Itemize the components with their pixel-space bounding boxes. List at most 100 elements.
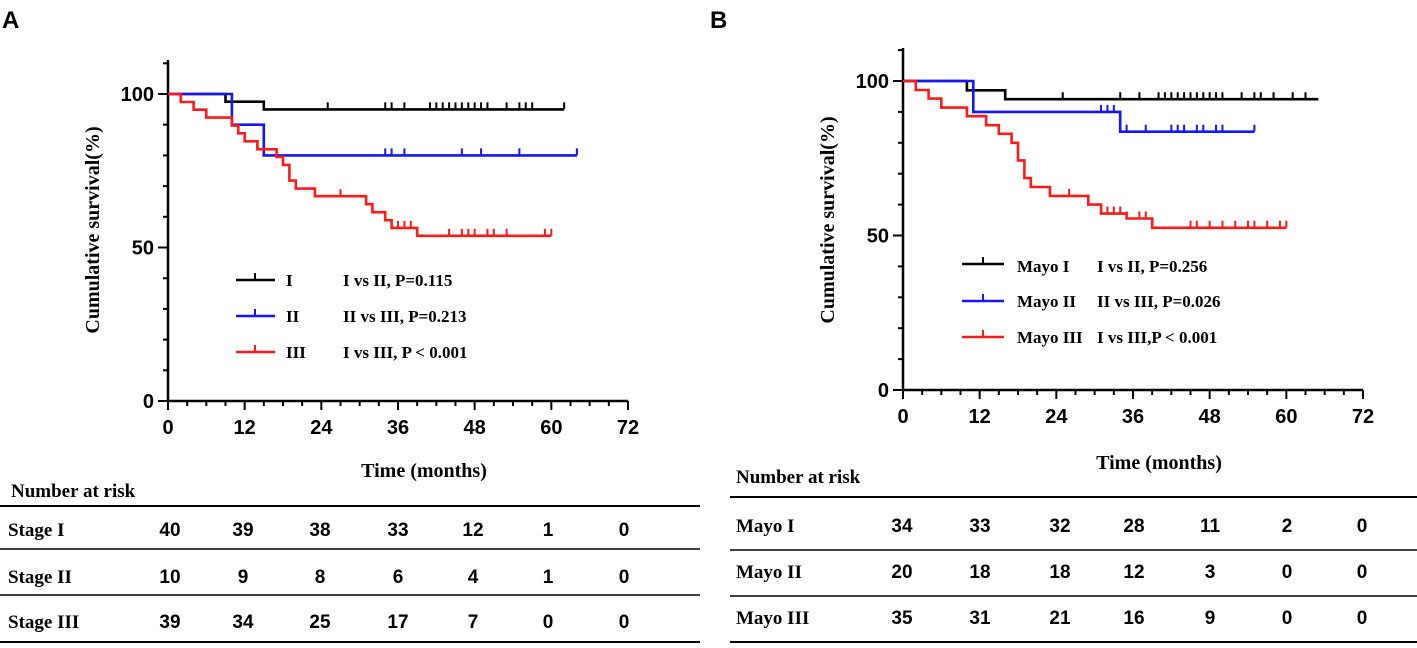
risk-cell: 9: [1205, 608, 1216, 629]
legend-comparison-a-iii: I vs III, P < 0.001: [343, 343, 467, 362]
panel-a-risk-table: Number at risk Stage I 40 39 38 33 12 1 0Stage …: [0, 481, 700, 643]
risk-cell: 12: [462, 520, 483, 541]
panel-letter-a: A: [2, 7, 19, 34]
x-tick-label: 48: [464, 417, 486, 439]
risk-cell: 28: [1123, 516, 1144, 537]
y-tick-label: 100: [856, 71, 889, 93]
risk-cell: 9: [238, 567, 249, 588]
risk-cell: 0: [1357, 562, 1368, 583]
risk-cell: 35: [891, 608, 913, 629]
risk-cell: 16: [1123, 608, 1144, 629]
x-tick-label: 12: [234, 417, 256, 439]
risk-cell: 17: [387, 612, 408, 633]
y-tick-label: 100: [121, 84, 154, 106]
risk-cell: 34: [891, 516, 913, 537]
risk-cell: 39: [159, 612, 180, 633]
x-tick-label: 24: [1045, 406, 1068, 428]
risk-cell: 20: [891, 562, 912, 583]
legend-comparison-a-i: I vs II, P=0.115: [343, 271, 452, 290]
x-tick-label: 0: [162, 417, 173, 439]
risk-cell: 40: [159, 520, 180, 541]
risk-cell: 0: [619, 612, 630, 633]
panel-a-y-axis-title: Cumulative survival(%): [82, 126, 104, 333]
y-tick-label: 50: [867, 226, 889, 248]
panel-a-ticks: 0 50 100 0 12 24 36 48 60 72: [121, 62, 639, 439]
panel-b-y-axis-title: Cumulative survival(%): [817, 116, 839, 323]
legend-label-a-iii: III: [286, 343, 306, 362]
risk-cell: 10: [159, 567, 180, 588]
risk-cell: 11: [1200, 516, 1221, 537]
risk-row-label: Stage II: [8, 567, 72, 588]
risk-cell: 0: [619, 567, 630, 588]
risk-cell: 18: [1049, 562, 1070, 583]
risk-cell: 0: [1282, 608, 1293, 629]
legend-label-b-iii: Mayo III: [1017, 328, 1083, 347]
risk-cell: 1: [543, 520, 554, 541]
risk-cell: 18: [969, 562, 990, 583]
panel-a-x-axis-title: Time (months): [361, 460, 487, 482]
risk-cell: 0: [543, 612, 554, 633]
panel-a-legend: I I vs II, P=0.115 II II vs III, P=0.213…: [236, 271, 467, 362]
panel-b-curves: [903, 79, 1319, 230]
risk-cell: 4: [468, 567, 479, 588]
survival-curve-i: [168, 92, 565, 111]
risk-cell: 21: [1049, 608, 1071, 629]
risk-row-label: Stage III: [8, 612, 79, 633]
risk-cell: 0: [1282, 562, 1293, 583]
risk-cell: 12: [1123, 562, 1144, 583]
y-tick-label: 0: [878, 380, 889, 402]
panel-b-legend: Mayo I I vs II, P=0.256 Mayo II II vs II…: [962, 257, 1221, 347]
risk-table-b-heading: Number at risk: [736, 467, 861, 488]
risk-row-label: Mayo III: [736, 608, 809, 629]
risk-cell: 7: [468, 612, 479, 633]
x-tick-label: 12: [969, 406, 991, 428]
risk-row-label: Mayo I: [736, 516, 795, 537]
survival-curve-i: [903, 79, 1319, 101]
panel-b-ticks: 0 50 100 0 12 24 36 48 60 72: [856, 49, 1374, 428]
risk-row-label: Mayo II: [736, 562, 802, 583]
risk-cell: 6: [393, 567, 404, 588]
y-tick-label: 0: [143, 391, 154, 413]
legend-comparison-a-ii: II vs III, P=0.213: [343, 307, 467, 326]
risk-row-label: Stage I: [8, 520, 64, 541]
x-tick-label: 24: [310, 417, 333, 439]
legend-comparison-b-iii: I vs III,P < 0.001: [1097, 328, 1217, 347]
risk-cell: 33: [969, 516, 990, 537]
risk-cell: 0: [619, 520, 630, 541]
risk-cell: 2: [1282, 516, 1293, 537]
x-tick-label: 0: [897, 406, 908, 428]
x-tick-label: 60: [540, 417, 562, 439]
risk-cell: 1: [543, 567, 554, 588]
panel-b: B 0 50 100 0 12 24 36 48 60 72 Time (months) Cumu…: [710, 7, 1417, 643]
risk-table-a-heading: Number at risk: [11, 481, 136, 502]
risk-cell: 38: [309, 520, 330, 541]
y-tick-label: 50: [132, 238, 154, 260]
x-tick-label: 48: [1199, 406, 1221, 428]
risk-cell: 0: [1357, 608, 1368, 629]
x-tick-label: 72: [617, 417, 639, 439]
legend-comparison-b-ii: II vs III, P=0.026: [1097, 292, 1221, 311]
legend-label-b-ii: Mayo II: [1017, 292, 1076, 311]
risk-cell: 39: [232, 520, 253, 541]
x-tick-label: 36: [387, 417, 409, 439]
risk-cell: 3: [1205, 562, 1216, 583]
risk-cell: 25: [309, 612, 331, 633]
risk-cell: 31: [969, 608, 991, 629]
legend-label-b-i: Mayo I: [1017, 257, 1070, 276]
survival-curve-ii: [903, 79, 1255, 133]
x-tick-label: 60: [1275, 406, 1297, 428]
x-tick-label: 72: [1352, 406, 1374, 428]
panel-b-x-axis-title: Time (months): [1096, 452, 1222, 474]
legend-label-a-ii: II: [286, 307, 300, 326]
legend-label-a-i: I: [286, 271, 293, 290]
risk-cell: 0: [1357, 516, 1368, 537]
legend-comparison-b-i: I vs II, P=0.256: [1097, 257, 1207, 276]
survival-curve-iii: [168, 92, 552, 238]
panel-letter-b: B: [710, 7, 727, 34]
panel-a-curves: [168, 92, 578, 238]
risk-cell: 32: [1049, 516, 1070, 537]
